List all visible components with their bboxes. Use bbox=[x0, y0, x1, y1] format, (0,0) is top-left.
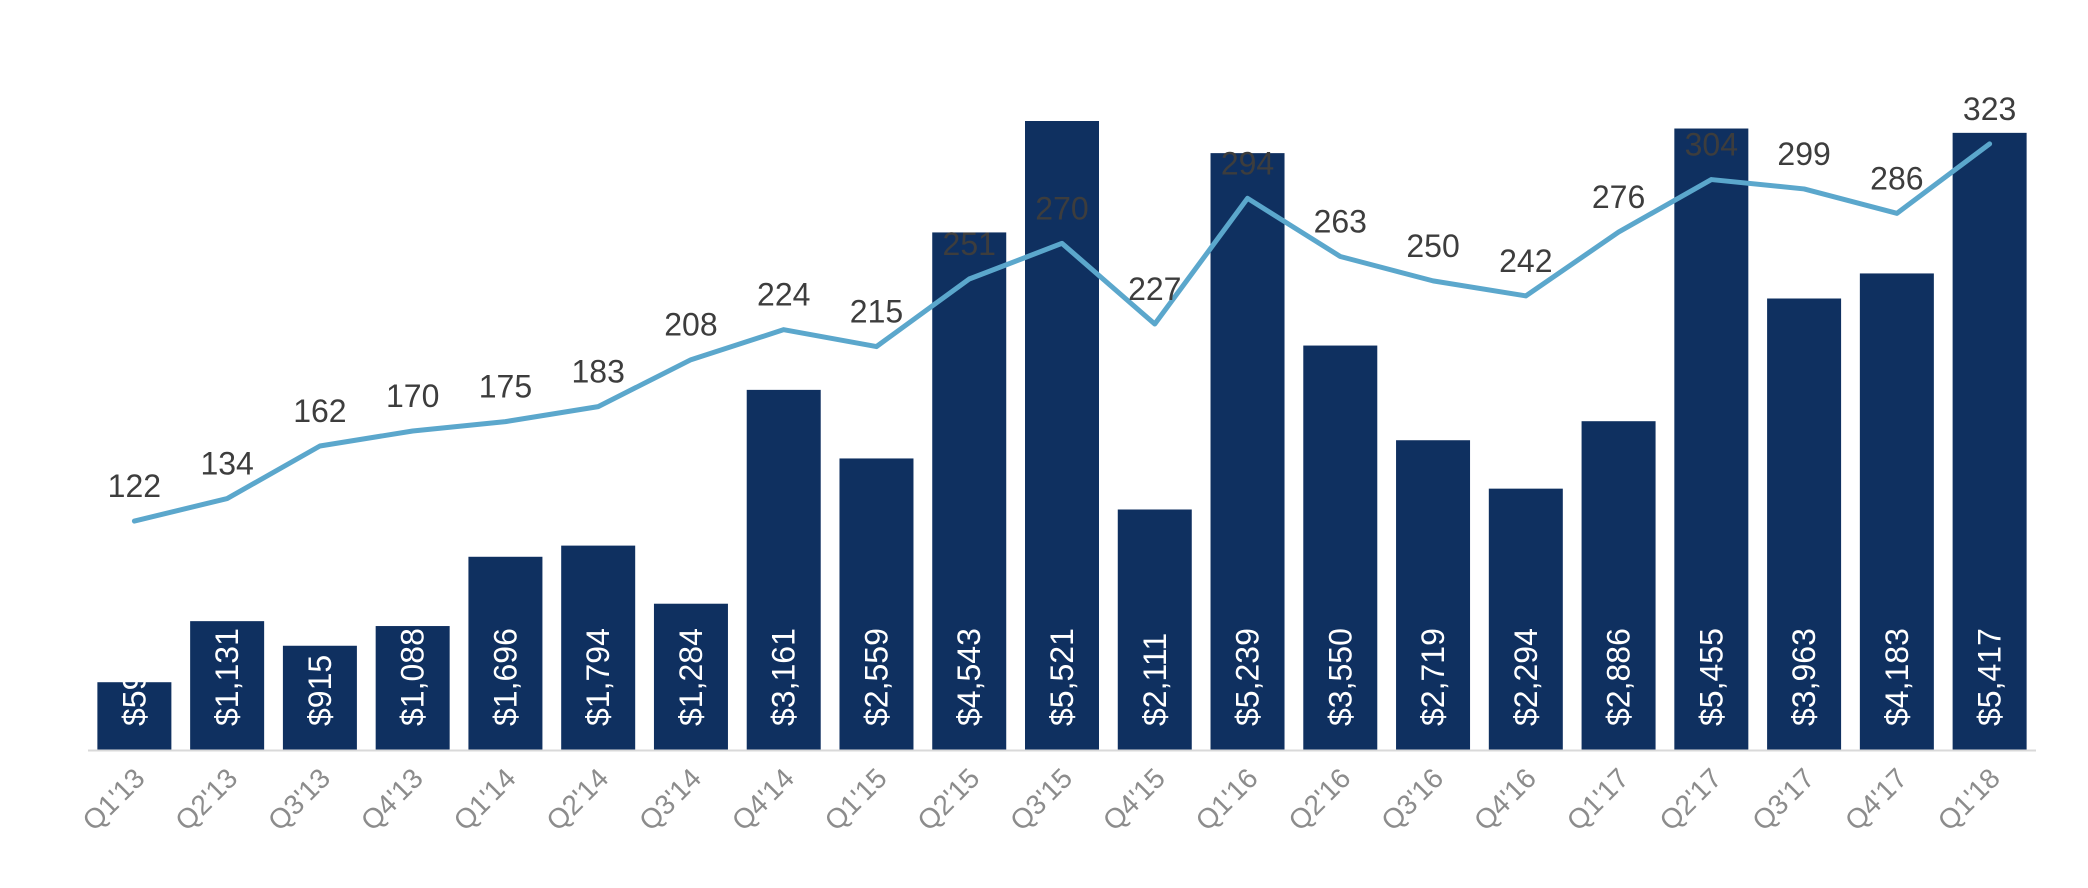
line-value-label: 170 bbox=[386, 378, 439, 414]
bar-value-label: $5,239 bbox=[1230, 628, 1266, 726]
bar-value-label: $1,696 bbox=[487, 628, 523, 726]
line-value-label: 299 bbox=[1777, 136, 1830, 172]
line-value-label: 250 bbox=[1406, 228, 1459, 264]
bar-value-label: $1,794 bbox=[580, 628, 616, 726]
bar bbox=[932, 232, 1007, 751]
x-tick-label: Q1'13 bbox=[76, 762, 150, 836]
line-value-label: 175 bbox=[479, 369, 532, 405]
bar-value-label: $1,088 bbox=[395, 628, 431, 726]
bar bbox=[468, 556, 543, 750]
line-value-label: 286 bbox=[1870, 160, 1923, 196]
bar-value-label: $1,284 bbox=[673, 628, 709, 726]
bar-value-label: $2,719 bbox=[1415, 628, 1451, 726]
line-value-label: 162 bbox=[293, 393, 346, 429]
x-tick-label: Q3'16 bbox=[1375, 762, 1449, 836]
bar bbox=[839, 458, 914, 750]
line-value-label: 224 bbox=[757, 277, 810, 313]
x-tick-label: Q4'15 bbox=[1097, 762, 1171, 836]
bar-value-label: $3,963 bbox=[1786, 628, 1822, 726]
bar bbox=[1767, 298, 1842, 750]
bar bbox=[1303, 345, 1378, 750]
bar bbox=[375, 626, 450, 750]
x-tick-label: Q1'15 bbox=[819, 762, 893, 836]
line-value-label: 215 bbox=[850, 294, 903, 330]
bar-value-label: $595 bbox=[116, 655, 152, 726]
line-value-label: 276 bbox=[1592, 179, 1645, 215]
bar bbox=[1396, 440, 1471, 750]
line-value-label: 227 bbox=[1128, 271, 1181, 307]
bar bbox=[653, 603, 728, 750]
line-value-label: 251 bbox=[943, 226, 996, 262]
bar bbox=[282, 645, 357, 750]
x-tick-label: Q2'16 bbox=[1282, 762, 1356, 836]
x-tick-label: Q1'18 bbox=[1932, 762, 2006, 836]
x-tick-label: Q2'13 bbox=[169, 762, 243, 836]
x-tick-label: Q2'14 bbox=[540, 762, 614, 836]
bar-value-label: $4,183 bbox=[1879, 628, 1915, 726]
x-tick-label: Q3'14 bbox=[633, 762, 707, 836]
line-value-label: 294 bbox=[1221, 145, 1274, 181]
bar-value-label: $2,886 bbox=[1601, 628, 1637, 726]
x-tick-label: Q1'14 bbox=[448, 762, 522, 836]
bar-value-label: $5,417 bbox=[1972, 628, 2008, 726]
line-value-label: 122 bbox=[108, 468, 161, 504]
x-tick-label: Q1'17 bbox=[1561, 762, 1635, 836]
bar bbox=[1488, 488, 1563, 750]
line-value-label: 242 bbox=[1499, 243, 1552, 279]
line-value-label: 134 bbox=[200, 446, 253, 482]
bar-value-label: $3,550 bbox=[1322, 628, 1358, 726]
bar-value-label: $1,131 bbox=[209, 628, 245, 726]
bar bbox=[561, 545, 636, 750]
bar-value-label: $4,543 bbox=[951, 628, 987, 726]
line-value-label: 323 bbox=[1963, 91, 2016, 127]
bar-value-label: $5,521 bbox=[1044, 628, 1080, 726]
line-value-label: 183 bbox=[571, 354, 624, 390]
bar bbox=[1025, 121, 1099, 750]
x-tick-label: Q4'17 bbox=[1839, 762, 1913, 836]
bar bbox=[1859, 273, 1934, 750]
bar-value-label: $3,161 bbox=[766, 628, 802, 726]
line-value-label: 263 bbox=[1314, 203, 1367, 239]
x-tick-label: Q1'16 bbox=[1190, 762, 1264, 836]
bar-value-label: $5,455 bbox=[1693, 628, 1729, 726]
x-tick-label: Q2'17 bbox=[1653, 762, 1727, 836]
bar-value-label: $2,111 bbox=[1137, 633, 1173, 726]
x-tick-label: Q4'14 bbox=[726, 762, 800, 836]
x-tick-label: Q3'13 bbox=[262, 762, 336, 836]
line-series bbox=[131, 141, 1993, 524]
x-tick-label: Q4'13 bbox=[355, 762, 429, 836]
x-tick-label: Q4'16 bbox=[1468, 762, 1542, 836]
bar bbox=[1117, 509, 1192, 750]
bar bbox=[1674, 128, 1749, 750]
bar bbox=[97, 682, 172, 750]
line-value-label: 208 bbox=[664, 307, 717, 343]
line-value-label: 270 bbox=[1035, 190, 1088, 226]
bar bbox=[1952, 132, 2027, 750]
bar bbox=[746, 389, 821, 750]
bar-value-label: $915 bbox=[302, 655, 338, 726]
bar-value-label: $2,294 bbox=[1508, 628, 1544, 726]
x-tick-label: Q3'15 bbox=[1004, 762, 1078, 836]
line-value-label: 304 bbox=[1685, 127, 1738, 163]
bar-value-label: $2,559 bbox=[858, 628, 894, 726]
bar bbox=[1210, 153, 1285, 750]
x-tick-label: Q3'17 bbox=[1746, 762, 1820, 836]
bar bbox=[1581, 421, 1656, 750]
bar bbox=[190, 621, 265, 750]
x-tick-label: Q2'15 bbox=[911, 762, 985, 836]
